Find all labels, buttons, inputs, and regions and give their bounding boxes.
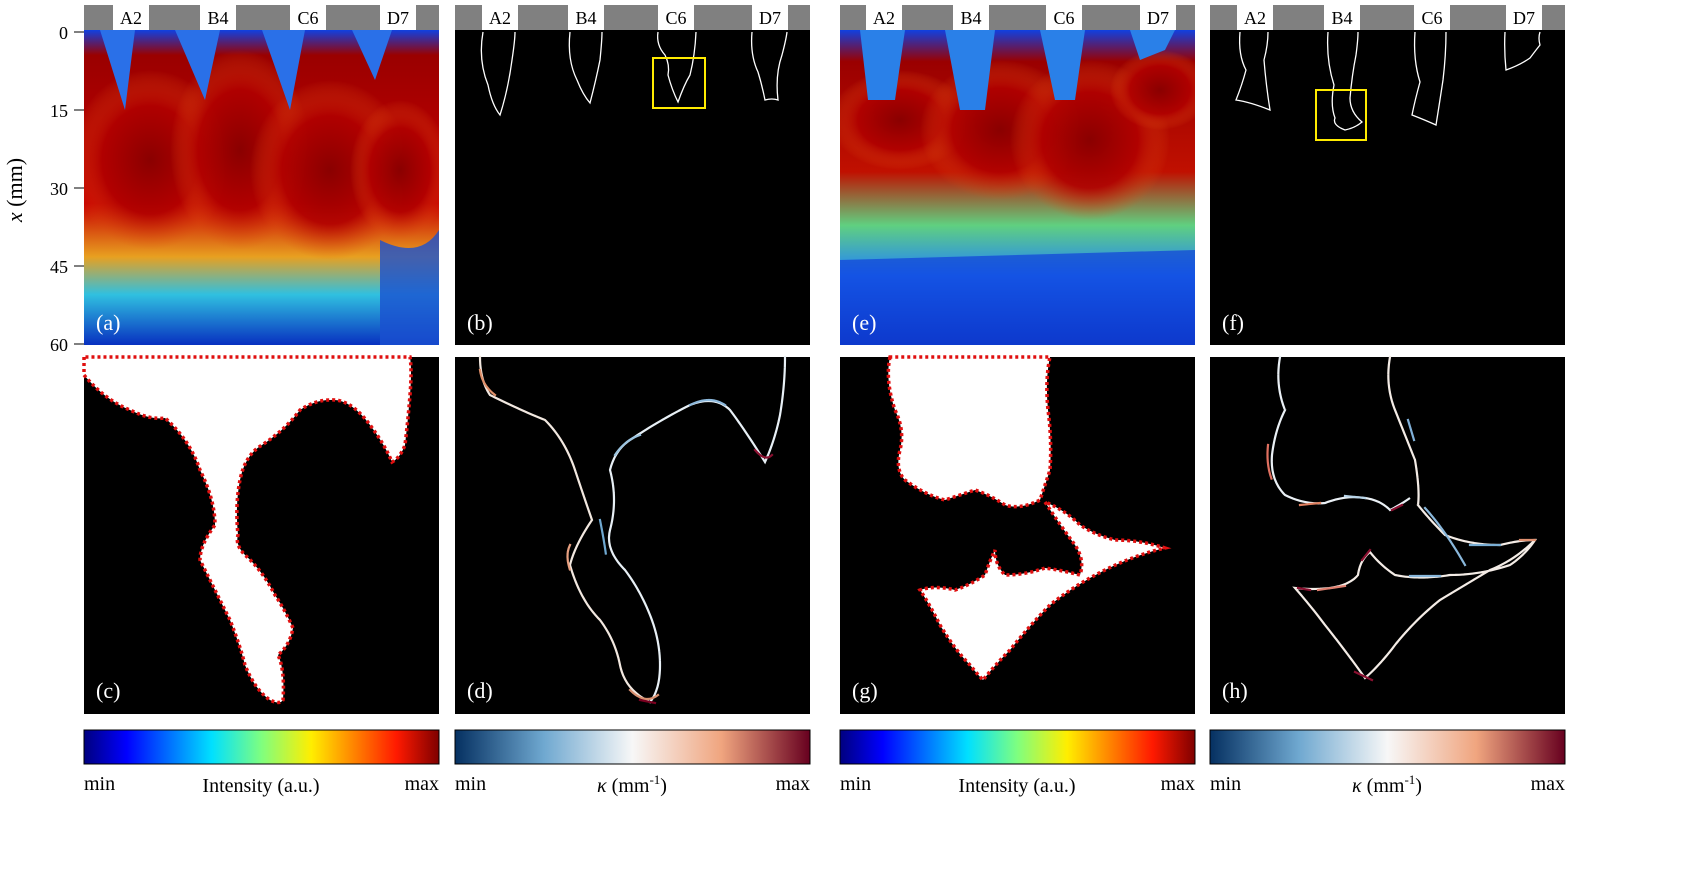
channel-label: A2 [873, 8, 895, 28]
channel-label: A2 [1244, 8, 1266, 28]
channel-label: A2 [120, 8, 142, 28]
channel-label: C6 [665, 8, 686, 28]
panel-label: (h) [1222, 678, 1248, 703]
panel-label: (g) [852, 678, 878, 703]
highlight-box [652, 57, 706, 109]
y-tick-label: 45 [50, 257, 68, 277]
channel-label: B4 [207, 8, 228, 28]
panel-f: A2 B4 C6 D7 (f) [1210, 5, 1565, 345]
channel-label: D7 [387, 8, 409, 28]
colorbar-label: κ (mm-1) [1352, 772, 1422, 797]
panel-g: (g) [840, 355, 1195, 714]
colorbar-label: κ (mm-1) [597, 772, 667, 797]
panel-d: (d) [455, 355, 810, 714]
colorbar-min: min [1210, 773, 1241, 795]
panel-label: (f) [1222, 310, 1244, 335]
y-axis: x (mm) 0 15 30 45 60 [2, 23, 84, 355]
colorbar-max: max [405, 773, 439, 795]
channel-label: B4 [575, 8, 596, 28]
panel-label: (b) [467, 310, 493, 335]
y-tick-label: 15 [50, 101, 68, 121]
panel-c: (c) [82, 355, 439, 714]
channel-label: C6 [297, 8, 318, 28]
y-tick-label: 30 [50, 179, 68, 199]
y-tick-label: 0 [59, 23, 68, 43]
y-tick-label: 60 [50, 335, 68, 355]
colorbar-intensity-1: min Intensity (a.u.) max [83, 729, 440, 797]
colorbar-max: max [1531, 773, 1565, 795]
colorbar-max: max [776, 773, 810, 795]
panel-a: A2 B4 C6 D7 (a) [84, 5, 439, 345]
channel-label: A2 [489, 8, 511, 28]
panel-label: (c) [96, 678, 120, 703]
channel-label: C6 [1053, 8, 1074, 28]
colorbar-min: min [455, 773, 486, 795]
colorbar-curvature-1: min κ (mm-1) max [454, 729, 811, 797]
y-axis-label: x (mm) [2, 158, 27, 223]
highlight-box [1315, 89, 1367, 141]
colorbar-curvature-2: min κ (mm-1) max [1209, 729, 1566, 797]
panel-h: (h) [1210, 355, 1565, 714]
channel-label: B4 [960, 8, 981, 28]
colorbar-label: Intensity (a.u.) [202, 775, 319, 797]
channel-label: B4 [1331, 8, 1352, 28]
channel-label: C6 [1421, 8, 1442, 28]
colorbar-min: min [84, 773, 115, 795]
panel-label: (d) [467, 678, 493, 703]
channel-label: D7 [1147, 8, 1169, 28]
channel-label: D7 [759, 8, 781, 28]
colorbar-intensity-2: min Intensity (a.u.) max [839, 729, 1196, 797]
panel-e: A2 B4 C6 D7 (e) [840, 5, 1195, 345]
panel-b: A2 B4 C6 D7 (b) [455, 5, 810, 345]
colorbar-label: Intensity (a.u.) [958, 775, 1075, 797]
colorbar-max: max [1161, 773, 1195, 795]
panel-label: (a) [96, 310, 120, 335]
channel-label: D7 [1513, 8, 1535, 28]
panel-label: (e) [852, 310, 876, 335]
colorbar-min: min [840, 773, 871, 795]
